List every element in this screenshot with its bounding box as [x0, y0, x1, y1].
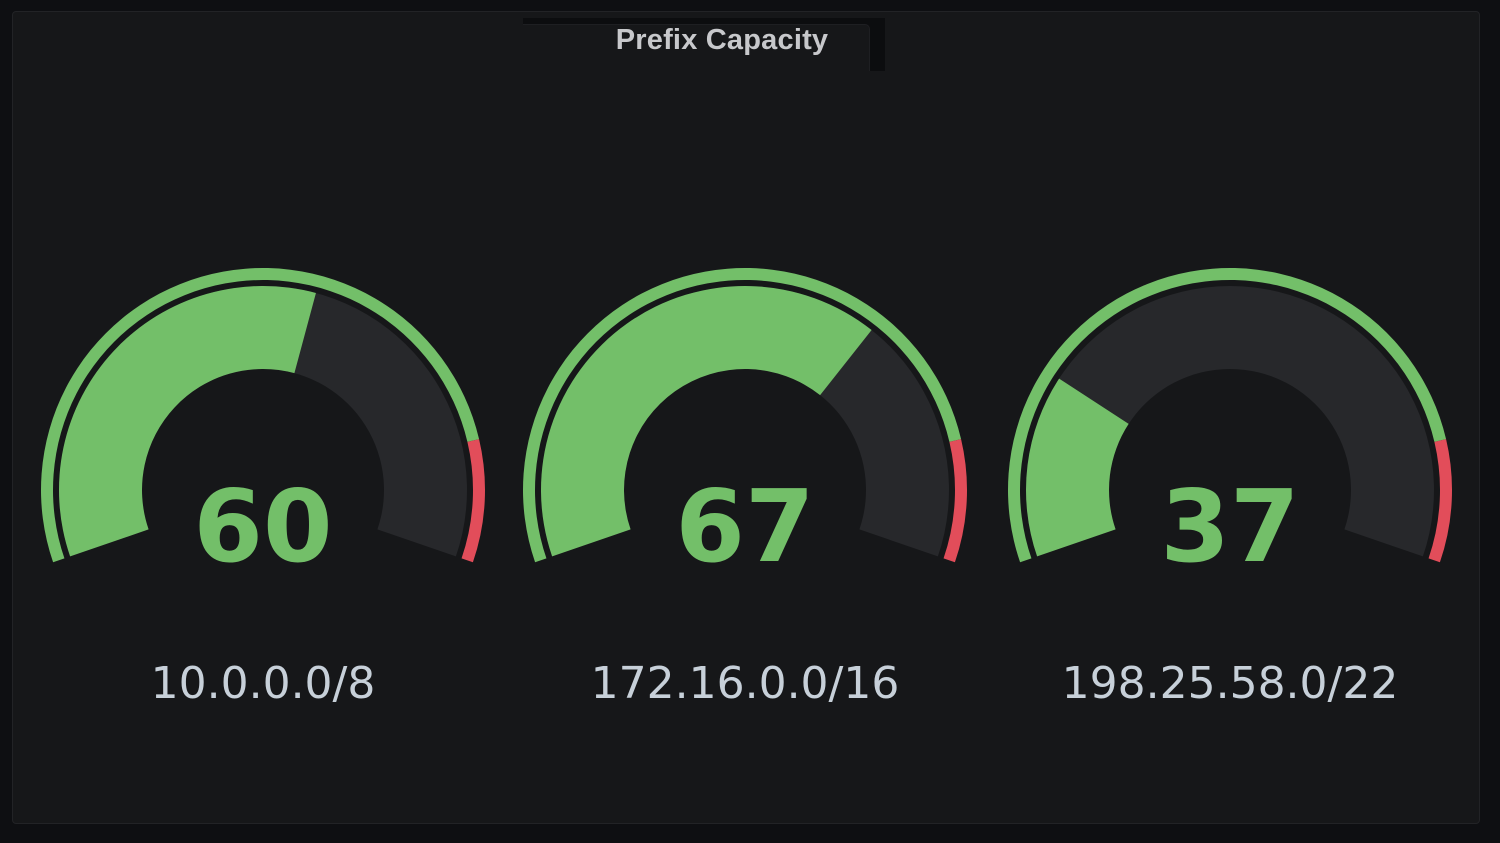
gauge-fill	[541, 285, 872, 557]
gauge-label: 198.25.58.0/22	[1061, 658, 1399, 709]
gauge-value: 67	[675, 468, 815, 585]
gauge-panel: Prefix Capacity 60 10.0.0.0/8 67 172.16.…	[12, 11, 1480, 824]
threshold-critical-band	[943, 439, 967, 563]
gauge-0: 60 10.0.0.0/8	[23, 12, 503, 832]
gauge-arc	[1007, 267, 1452, 563]
gauge-label: 172.16.0.0/16	[590, 658, 900, 709]
gauge-2: 37 198.25.58.0/22	[990, 12, 1470, 832]
gauge-label: 10.0.0.0/8	[150, 658, 376, 709]
gauge-fill	[1026, 378, 1129, 557]
gauge-arc	[40, 267, 485, 563]
threshold-critical-band	[1428, 439, 1452, 563]
gauge-value: 60	[193, 468, 333, 585]
gauge-track	[1026, 286, 1434, 557]
threshold-critical-band	[461, 439, 485, 563]
gauge-arc	[522, 267, 967, 563]
panel-title[interactable]: Prefix Capacity	[615, 24, 829, 56]
panel-title-tab[interactable]	[523, 24, 870, 71]
gauge-1: 67 172.16.0.0/16	[505, 12, 985, 832]
gauge-fill	[59, 286, 316, 557]
panel-header	[523, 18, 885, 71]
gauge-value: 37	[1160, 468, 1300, 585]
